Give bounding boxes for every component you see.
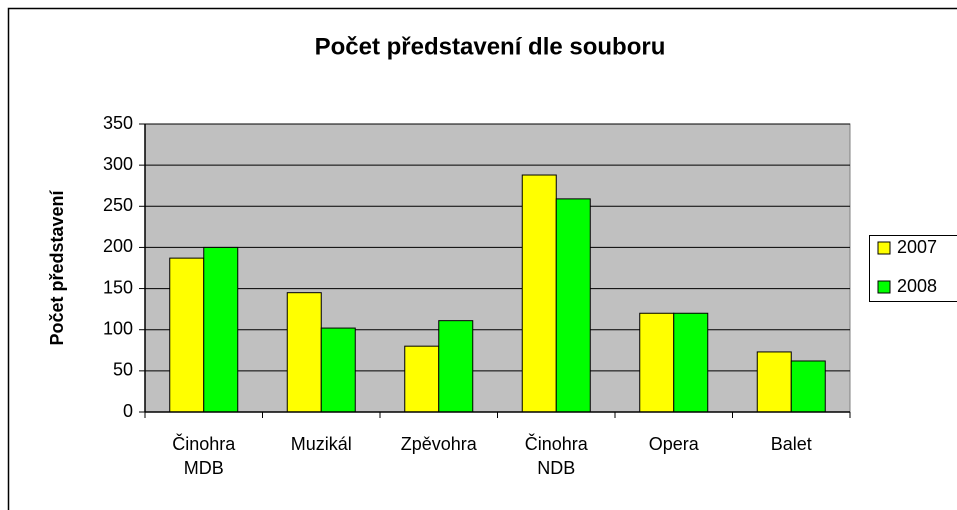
bar [320, 327, 356, 413]
y-tick-label: 100 [103, 318, 133, 338]
x-tick-label: Muzikál [290, 434, 352, 454]
bar [639, 312, 675, 413]
legend-swatch [877, 241, 891, 255]
y-tick-label: 50 [113, 360, 133, 380]
bar [555, 198, 591, 413]
x-tick-label: Balet [770, 434, 812, 454]
bar [521, 174, 557, 413]
y-tick-label: 300 [103, 154, 133, 174]
bar [286, 292, 322, 413]
x-tick-label: Činohra MDB [172, 434, 236, 478]
y-tick-label: 350 [103, 113, 133, 133]
y-tick-label: 0 [123, 401, 133, 421]
x-tick-label: Opera [648, 434, 699, 454]
bar [673, 312, 709, 413]
legend-label: 2007 [897, 237, 937, 257]
x-tick-label: Zpěvohra [400, 434, 477, 454]
bar [790, 360, 826, 413]
y-tick-label: 150 [103, 277, 133, 297]
bar [404, 345, 440, 413]
legend-swatch [877, 280, 891, 294]
bar [169, 257, 205, 413]
bar [203, 246, 239, 413]
bar [756, 351, 792, 413]
legend-label: 2008 [897, 276, 937, 296]
y-tick-label: 250 [103, 195, 133, 215]
y-axis-label: Počet představení [47, 189, 67, 345]
chart-title: Počet představení dle souboru [315, 33, 666, 60]
x-tick-label: Činohra NDB [524, 434, 588, 478]
plot-area [144, 123, 851, 413]
y-tick-label: 200 [103, 236, 133, 256]
bar [438, 320, 474, 413]
